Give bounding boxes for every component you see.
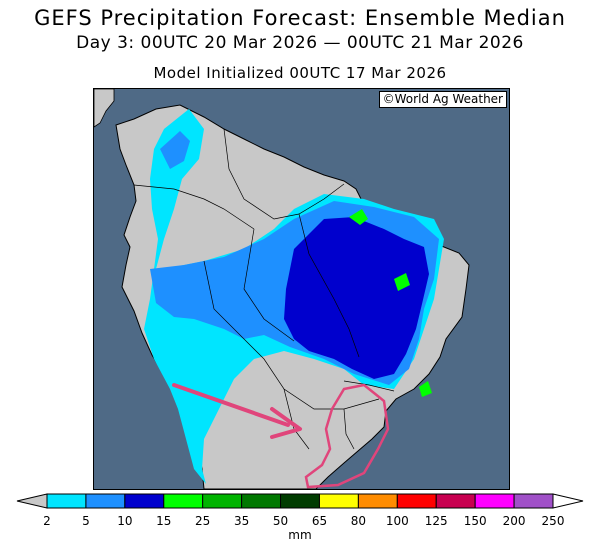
- colorbar-swatch: [435, 493, 476, 509]
- colorbar-tick-label: 10: [117, 514, 133, 528]
- colorbar-tick-label: 15: [156, 514, 172, 528]
- colorbar-swatch: [163, 493, 204, 509]
- precip-map: ©World Ag Weather: [93, 88, 510, 490]
- init-time: Model Initialized 00UTC 17 Mar 2026: [153, 64, 447, 82]
- colorbar-swatch: [46, 493, 87, 509]
- colorbar-tick-label: 2: [43, 514, 51, 528]
- colorbar-swatch: [124, 493, 165, 509]
- colorbar: [16, 493, 584, 509]
- colorbar-unit: mm: [288, 528, 312, 542]
- colorbar-swatch: [513, 493, 554, 509]
- colorbar-tick-label: 50: [272, 514, 289, 528]
- colorbar-swatch: [202, 493, 243, 509]
- colorbar-tick-label: 250: [541, 514, 565, 528]
- annotation-arrow-shaft: [172, 383, 290, 427]
- colorbar-above-triangle: [552, 493, 584, 509]
- colorbar-swatch: [474, 493, 515, 509]
- annotation-outline: [304, 383, 390, 489]
- colorbar-tick-label: 200: [502, 514, 526, 528]
- colorbar-tick-label: 80: [350, 514, 367, 528]
- colorbar-swatch: [85, 493, 126, 509]
- map-title: GEFS Precipitation Forecast: Ensemble Me…: [34, 6, 566, 30]
- credit-label: ©World Ag Weather: [378, 91, 507, 108]
- annotation-arrow-head: [270, 407, 302, 439]
- colorbar-tick-label: 65: [311, 514, 328, 528]
- colorbar-tick-label: 5: [82, 514, 90, 528]
- precip-10-15mm: [284, 217, 429, 379]
- colorbar-swatch: [280, 493, 320, 509]
- colorbar-swatch: [357, 493, 398, 509]
- colorbar-tick-label: 125: [424, 514, 448, 528]
- colorbar-below-triangle: [16, 493, 48, 509]
- colorbar-swatch: [318, 493, 359, 509]
- central-america: [94, 89, 115, 128]
- colorbar-tick-label: 100: [385, 514, 409, 528]
- colorbar-swatch: [396, 493, 437, 509]
- colorbar-swatch: [241, 493, 282, 509]
- map-canvas: [94, 89, 509, 489]
- valid-period: Day 3: 00UTC 20 Mar 2026 — 00UTC 21 Mar …: [76, 33, 524, 53]
- colorbar-tick-label: 35: [233, 514, 250, 528]
- colorbar-tick-label: 25: [195, 514, 211, 528]
- colorbar-tick-label: 150: [463, 514, 487, 528]
